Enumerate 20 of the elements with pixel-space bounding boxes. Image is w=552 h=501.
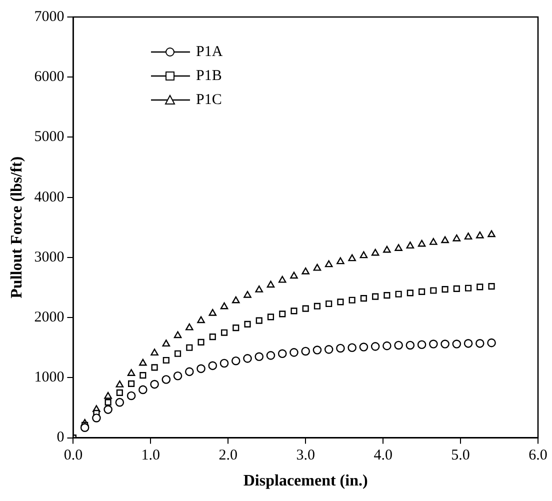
y-tick-label: 5000 [34, 129, 64, 146]
y-tick-label: 3000 [34, 249, 64, 266]
y-tick-label: 2000 [34, 310, 64, 326]
legend-label: P1A [196, 44, 223, 60]
y-tick-label: 1000 [34, 370, 64, 386]
x-axis-title: Displacement (in.) [243, 472, 368, 490]
legend-label: P1B [196, 68, 222, 84]
x-tick-label: 6.0 [528, 448, 548, 464]
x-tick-label: 3.0 [296, 448, 315, 464]
x-tick-label: 2.0 [218, 448, 238, 464]
x-tick-label: 1.0 [141, 448, 160, 464]
y-tick-label: 0 [56, 430, 64, 446]
y-tick-label: 4000 [34, 189, 64, 206]
y-tick-label: 6000 [34, 69, 64, 86]
legend-label: P1C [196, 92, 222, 108]
y-tick-label: 7000 [34, 8, 64, 25]
y-axis-title: Pullout Force (lbs/ft) [8, 156, 26, 298]
x-tick-label: 5.0 [451, 448, 470, 464]
x-tick-label: 0.0 [64, 448, 83, 464]
x-tick-label: 4.0 [374, 448, 392, 464]
